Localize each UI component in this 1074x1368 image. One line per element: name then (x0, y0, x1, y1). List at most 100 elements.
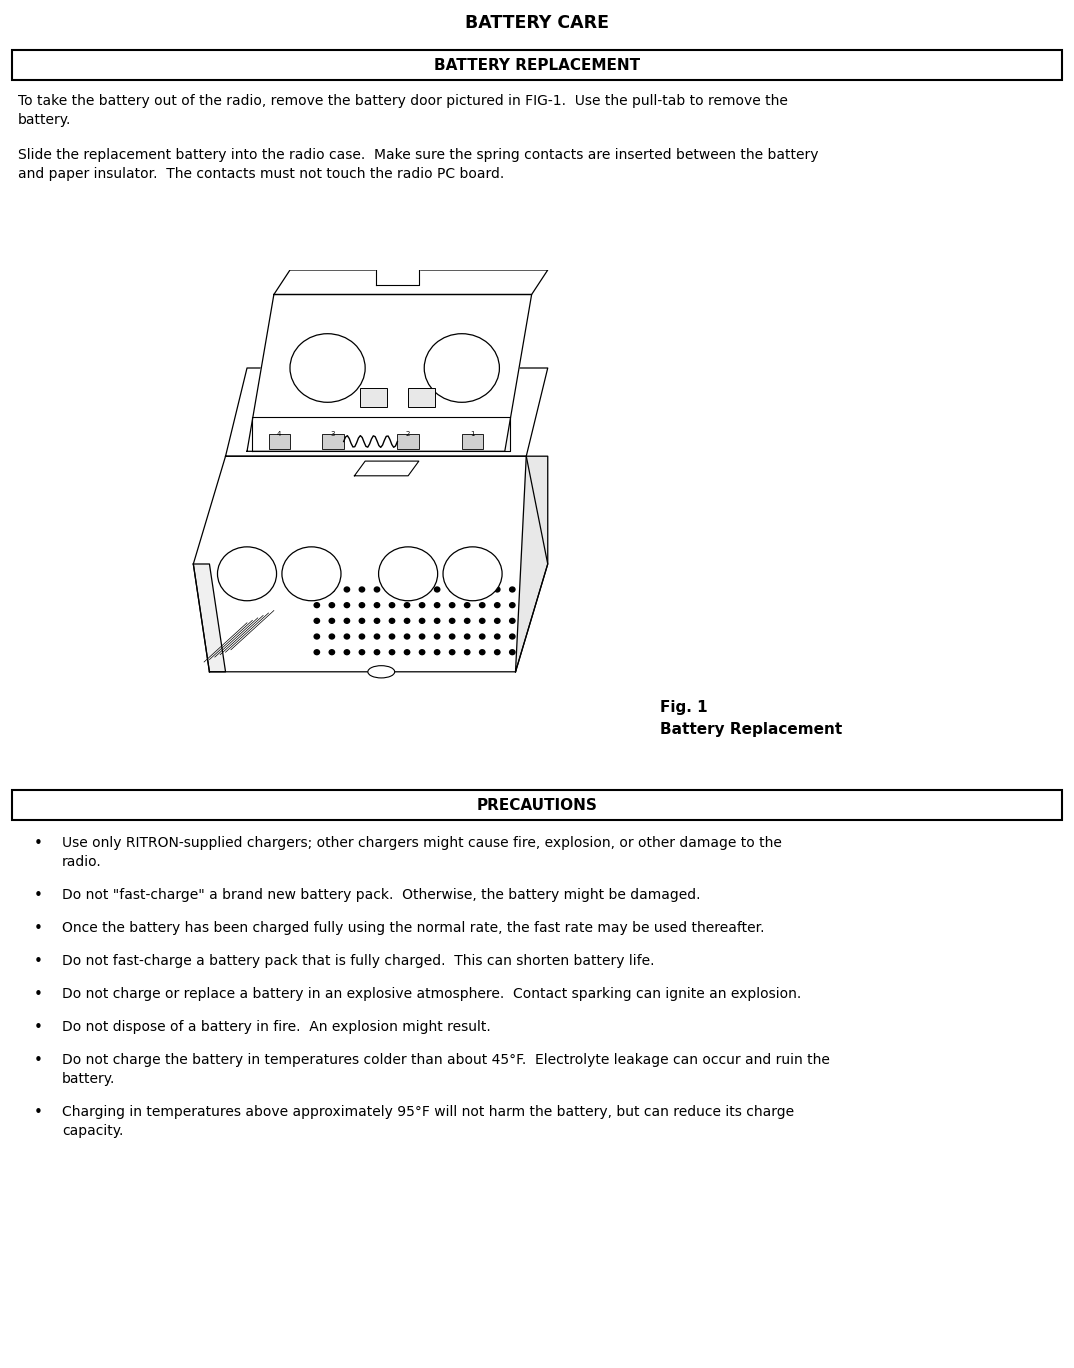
Text: 3: 3 (331, 431, 335, 438)
Text: capacity.: capacity. (62, 1124, 124, 1138)
Circle shape (442, 547, 503, 601)
Circle shape (389, 635, 395, 639)
Polygon shape (247, 294, 532, 451)
Circle shape (494, 635, 500, 639)
Circle shape (345, 587, 350, 592)
Circle shape (464, 587, 470, 592)
Circle shape (329, 603, 335, 607)
Text: 4: 4 (277, 431, 281, 438)
Polygon shape (274, 269, 548, 294)
Polygon shape (193, 456, 548, 672)
Bar (268, 434, 290, 449)
Circle shape (494, 587, 500, 592)
Circle shape (281, 547, 342, 601)
Circle shape (375, 603, 380, 607)
Circle shape (479, 603, 485, 607)
Circle shape (434, 618, 440, 624)
Circle shape (359, 603, 364, 607)
Circle shape (329, 650, 335, 655)
Text: •: • (33, 1053, 43, 1068)
Circle shape (375, 618, 380, 624)
Circle shape (404, 587, 410, 592)
Text: PRECAUTIONS: PRECAUTIONS (477, 798, 597, 813)
Text: Slide the replacement battery into the radio case.  Make sure the spring contact: Slide the replacement battery into the r… (18, 148, 818, 161)
Circle shape (494, 603, 500, 607)
Text: radio.: radio. (62, 855, 102, 869)
Circle shape (509, 650, 514, 655)
Circle shape (404, 635, 410, 639)
Bar (360, 387, 387, 408)
Circle shape (464, 650, 470, 655)
Text: Do not charge or replace a battery in an explosive atmosphere.  Contact sparking: Do not charge or replace a battery in an… (62, 986, 801, 1001)
Circle shape (479, 587, 485, 592)
Polygon shape (516, 456, 548, 672)
Circle shape (419, 635, 425, 639)
Circle shape (359, 587, 364, 592)
Polygon shape (354, 461, 419, 476)
Circle shape (464, 618, 470, 624)
Circle shape (479, 635, 485, 639)
Circle shape (419, 603, 425, 607)
Text: Do not "fast-charge" a brand new battery pack.  Otherwise, the battery might be : Do not "fast-charge" a brand new battery… (62, 888, 700, 902)
Bar (462, 434, 483, 449)
Text: Fig. 1: Fig. 1 (661, 700, 708, 715)
Circle shape (434, 603, 440, 607)
Circle shape (329, 618, 335, 624)
Circle shape (509, 635, 514, 639)
Text: Do not dispose of a battery in fire.  An explosion might result.: Do not dispose of a battery in fire. An … (62, 1021, 491, 1034)
Circle shape (314, 618, 320, 624)
Text: •: • (33, 888, 43, 903)
Text: •: • (33, 836, 43, 851)
Circle shape (359, 650, 364, 655)
Circle shape (375, 650, 380, 655)
Text: Do not charge the battery in temperatures colder than about 45°F.  Electrolyte l: Do not charge the battery in temperature… (62, 1053, 830, 1067)
Polygon shape (376, 260, 419, 285)
Circle shape (329, 587, 335, 592)
Circle shape (359, 635, 364, 639)
Polygon shape (226, 368, 548, 456)
Text: •: • (33, 953, 43, 969)
Text: battery.: battery. (62, 1073, 115, 1086)
Text: and paper insulator.  The contacts must not touch the radio PC board.: and paper insulator. The contacts must n… (18, 167, 505, 181)
Circle shape (314, 635, 320, 639)
Circle shape (464, 635, 470, 639)
Circle shape (329, 635, 335, 639)
Text: Once the battery has been charged fully using the normal rate, the fast rate may: Once the battery has been charged fully … (62, 921, 765, 934)
Bar (397, 434, 419, 449)
Circle shape (449, 635, 455, 639)
Circle shape (464, 603, 470, 607)
Circle shape (389, 587, 395, 592)
Circle shape (378, 547, 438, 601)
Circle shape (314, 650, 320, 655)
Circle shape (359, 618, 364, 624)
Circle shape (404, 603, 410, 607)
Text: •: • (33, 921, 43, 936)
Circle shape (404, 618, 410, 624)
Text: Do not fast-charge a battery pack that is fully charged.  This can shorten batte: Do not fast-charge a battery pack that i… (62, 953, 654, 969)
Circle shape (424, 334, 499, 402)
Polygon shape (252, 417, 510, 451)
Text: •: • (33, 1021, 43, 1036)
Circle shape (389, 618, 395, 624)
Circle shape (494, 618, 500, 624)
Circle shape (449, 618, 455, 624)
Text: Charging in temperatures above approximately 95°F will not harm the battery, but: Charging in temperatures above approxima… (62, 1105, 794, 1119)
Text: battery.: battery. (18, 114, 71, 127)
Circle shape (419, 618, 425, 624)
Text: To take the battery out of the radio, remove the battery door pictured in FIG-1.: To take the battery out of the radio, re… (18, 94, 788, 108)
Text: Battery Replacement: Battery Replacement (661, 722, 842, 737)
Circle shape (389, 603, 395, 607)
Circle shape (290, 334, 365, 402)
Circle shape (375, 587, 380, 592)
Circle shape (434, 635, 440, 639)
Text: 2: 2 (406, 431, 410, 438)
Text: BATTERY CARE: BATTERY CARE (465, 14, 609, 31)
Circle shape (419, 650, 425, 655)
Ellipse shape (367, 666, 395, 679)
Circle shape (434, 587, 440, 592)
Circle shape (217, 547, 277, 601)
Circle shape (449, 587, 455, 592)
Bar (408, 387, 435, 408)
Bar (322, 434, 344, 449)
Text: Use only RITRON-supplied chargers; other chargers might cause fire, explosion, o: Use only RITRON-supplied chargers; other… (62, 836, 782, 850)
